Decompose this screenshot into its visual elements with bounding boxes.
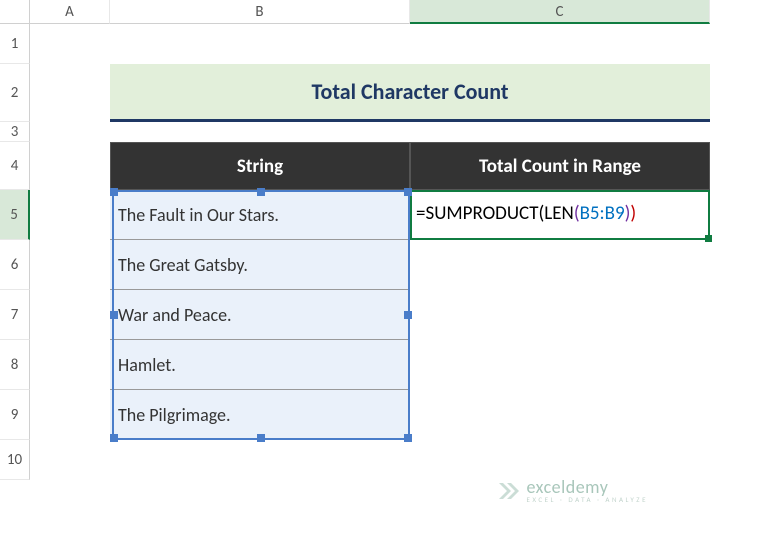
cell-a6[interactable] xyxy=(30,240,110,290)
cell-b9[interactable]: The Pilgrimage. xyxy=(110,390,410,440)
col-header-b[interactable]: B xyxy=(110,0,410,24)
col-header-a[interactable]: A xyxy=(30,0,110,24)
watermark: exceldemy EXCEL · DATA · ANALYZE xyxy=(495,478,649,503)
formula-paren: ) xyxy=(630,202,636,225)
cell-c6[interactable] xyxy=(410,240,710,290)
cell-c3[interactable] xyxy=(410,122,710,142)
row-header-1[interactable]: 1 xyxy=(0,24,30,64)
cell-b8[interactable]: Hamlet. xyxy=(110,340,410,390)
watermark-name: exceldemy xyxy=(527,478,649,496)
row-header-7[interactable]: 7 xyxy=(0,290,30,340)
cell-a1[interactable] xyxy=(30,24,110,64)
cell-a3[interactable] xyxy=(30,122,110,142)
spreadsheet-grid: A B C 1 2 Total Character Count 3 4 Stri… xyxy=(0,0,768,480)
watermark-tagline: EXCEL · DATA · ANALYZE xyxy=(527,496,649,503)
exceldemy-logo-icon xyxy=(495,479,519,503)
cell-c10[interactable] xyxy=(410,440,710,480)
cell-b3[interactable] xyxy=(110,122,410,142)
row-header-5[interactable]: 5 xyxy=(0,190,30,240)
formula-func: LEN xyxy=(544,202,574,225)
col-header-c[interactable]: C xyxy=(410,0,710,24)
formula-ref: B5:B9 xyxy=(580,202,625,225)
row-header-10[interactable]: 10 xyxy=(0,440,30,480)
cell-b6[interactable]: The Great Gatsby. xyxy=(110,240,410,290)
title-cell[interactable]: Total Character Count xyxy=(110,64,710,122)
cell-b5[interactable]: The Fault in Our Stars. xyxy=(110,190,410,240)
row-header-8[interactable]: 8 xyxy=(0,340,30,390)
cell-c7[interactable] xyxy=(410,290,710,340)
cell-b7[interactable]: War and Peace. xyxy=(110,290,410,340)
row-header-2[interactable]: 2 xyxy=(0,64,30,122)
cell-c9[interactable] xyxy=(410,390,710,440)
header-count[interactable]: Total Count in Range xyxy=(410,142,710,190)
cell-c1[interactable] xyxy=(410,24,710,64)
row-header-6[interactable]: 6 xyxy=(0,240,30,290)
header-string[interactable]: String xyxy=(110,142,410,190)
row-header-3[interactable]: 3 xyxy=(0,122,30,142)
cell-a2[interactable] xyxy=(30,64,110,122)
grid-corner[interactable] xyxy=(0,0,30,24)
cell-a10[interactable] xyxy=(30,440,110,480)
cell-b10[interactable] xyxy=(110,440,410,480)
cell-a4[interactable] xyxy=(30,142,110,190)
cell-c8[interactable] xyxy=(410,340,710,390)
cell-a9[interactable] xyxy=(30,390,110,440)
cell-a8[interactable] xyxy=(30,340,110,390)
cell-a7[interactable] xyxy=(30,290,110,340)
cell-a5[interactable] xyxy=(30,190,110,240)
formula-prefix: =SUMPRODUCT xyxy=(416,202,539,225)
row-header-9[interactable]: 9 xyxy=(0,390,30,440)
row-header-4[interactable]: 4 xyxy=(0,142,30,190)
formula-display[interactable]: =SUMPRODUCT(LEN(B5:B9)) xyxy=(416,200,706,229)
cell-b1[interactable] xyxy=(110,24,410,64)
